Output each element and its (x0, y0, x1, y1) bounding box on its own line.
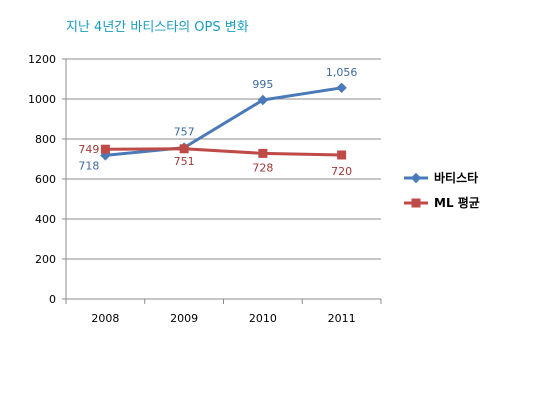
legend: 바티스타 ML 평균 (404, 170, 480, 210)
data-point (336, 82, 347, 94)
legend-marker (410, 172, 422, 184)
data-point (100, 144, 110, 154)
legend-marker (411, 198, 421, 208)
series-line (105, 147, 342, 157)
data-label: 749 (78, 143, 99, 156)
x-tick-label: 2011 (328, 312, 356, 325)
legend-label: 바티스타 (434, 170, 478, 185)
data-label: 720 (331, 165, 352, 178)
data-point (179, 144, 189, 154)
data-label: 1,056 (326, 66, 358, 79)
data-label: 718 (78, 159, 99, 172)
y-tick-label: 200 (35, 253, 56, 266)
y-tick-label: 1200 (28, 53, 56, 66)
x-tick-label: 2009 (170, 312, 198, 325)
x-tick-label: 2008 (91, 312, 119, 325)
data-point (257, 94, 269, 106)
data-labels: 718 757 995 1,056 749 751 728 720 (78, 66, 357, 178)
y-tick-label: 600 (35, 173, 56, 186)
x-tick-label: 2010 (249, 312, 277, 325)
legend-label: ML 평균 (434, 196, 480, 210)
y-tick-label: 800 (35, 133, 56, 146)
data-label: 995 (252, 78, 273, 91)
y-axis-tick-labels: 0 200 400 600 800 1000 1200 (28, 53, 56, 306)
data-point (258, 148, 268, 158)
y-tick-label: 1000 (28, 93, 56, 106)
data-label: 728 (252, 161, 273, 174)
data-point (337, 150, 347, 160)
chart-title: 지난 4년간 바티스타의 OPS 변화 (66, 20, 249, 35)
gridlines (66, 58, 381, 260)
x-axis-tick-labels: 2008 2009 2010 2011 (91, 312, 355, 325)
y-tick-label: 400 (35, 213, 56, 226)
data-label: 751 (174, 155, 195, 168)
data-label: 757 (174, 126, 195, 139)
series-line (105, 86, 342, 157)
axes (62, 58, 382, 304)
y-tick-label: 0 (49, 293, 56, 306)
series-lines (100, 82, 347, 161)
